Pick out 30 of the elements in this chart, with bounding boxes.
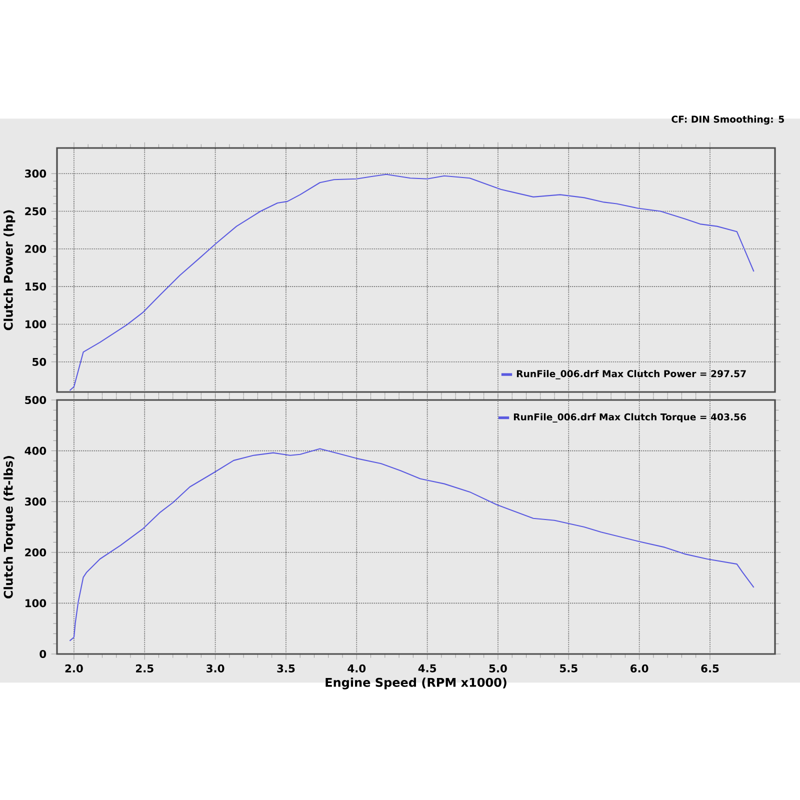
line-series bbox=[69, 174, 754, 392]
y-tick-label: 0 bbox=[40, 650, 46, 658]
x-axis-title: Engine Speed (RPM x1000) bbox=[326, 678, 506, 690]
y-axis-title: Clutch Torque (ft-lbs) bbox=[4, 456, 16, 598]
x-tick-label: 4.0 bbox=[348, 664, 366, 672]
y-tick-label: 400 bbox=[24, 446, 46, 455]
x-tick-label: 5.0 bbox=[489, 664, 507, 672]
y-tick-label: 200 bbox=[25, 244, 46, 253]
y-tick-label: 500 bbox=[25, 396, 46, 404]
y-tick-label: 300 bbox=[25, 498, 46, 506]
legend-label: RunFile_006.drf Max Clutch Power = 297.57 bbox=[516, 370, 746, 380]
y-tick-label: 50 bbox=[32, 358, 46, 366]
y-tick-label: 200 bbox=[25, 548, 46, 556]
x-tick-label: 2.5 bbox=[136, 664, 154, 672]
y-tick-label: 100 bbox=[26, 599, 46, 608]
y-tick-label: 300 bbox=[25, 170, 46, 178]
x-tick-label: 3.5 bbox=[277, 664, 295, 672]
y-tick-label: 100 bbox=[26, 320, 46, 328]
y-axis-title: Clutch Power (hp) bbox=[4, 210, 16, 330]
text: CF: DIN Smoothing: 5 bbox=[672, 116, 784, 125]
x-tick-label: 6.5 bbox=[701, 664, 719, 672]
x-tick-label: 2.0 bbox=[65, 664, 83, 672]
x-tick-label: 5.5 bbox=[560, 664, 578, 672]
x-tick-label: 3.0 bbox=[206, 664, 224, 672]
line-series bbox=[69, 448, 754, 642]
x-tick-label: 6.0 bbox=[630, 664, 648, 672]
y-tick-label: 250 bbox=[25, 207, 46, 216]
x-tick-label: 4.5 bbox=[418, 664, 436, 672]
legend-label: RunFile_006.drf Max Clutch Torque = 403.56 bbox=[514, 413, 746, 423]
y-tick-label: 150 bbox=[26, 282, 46, 291]
